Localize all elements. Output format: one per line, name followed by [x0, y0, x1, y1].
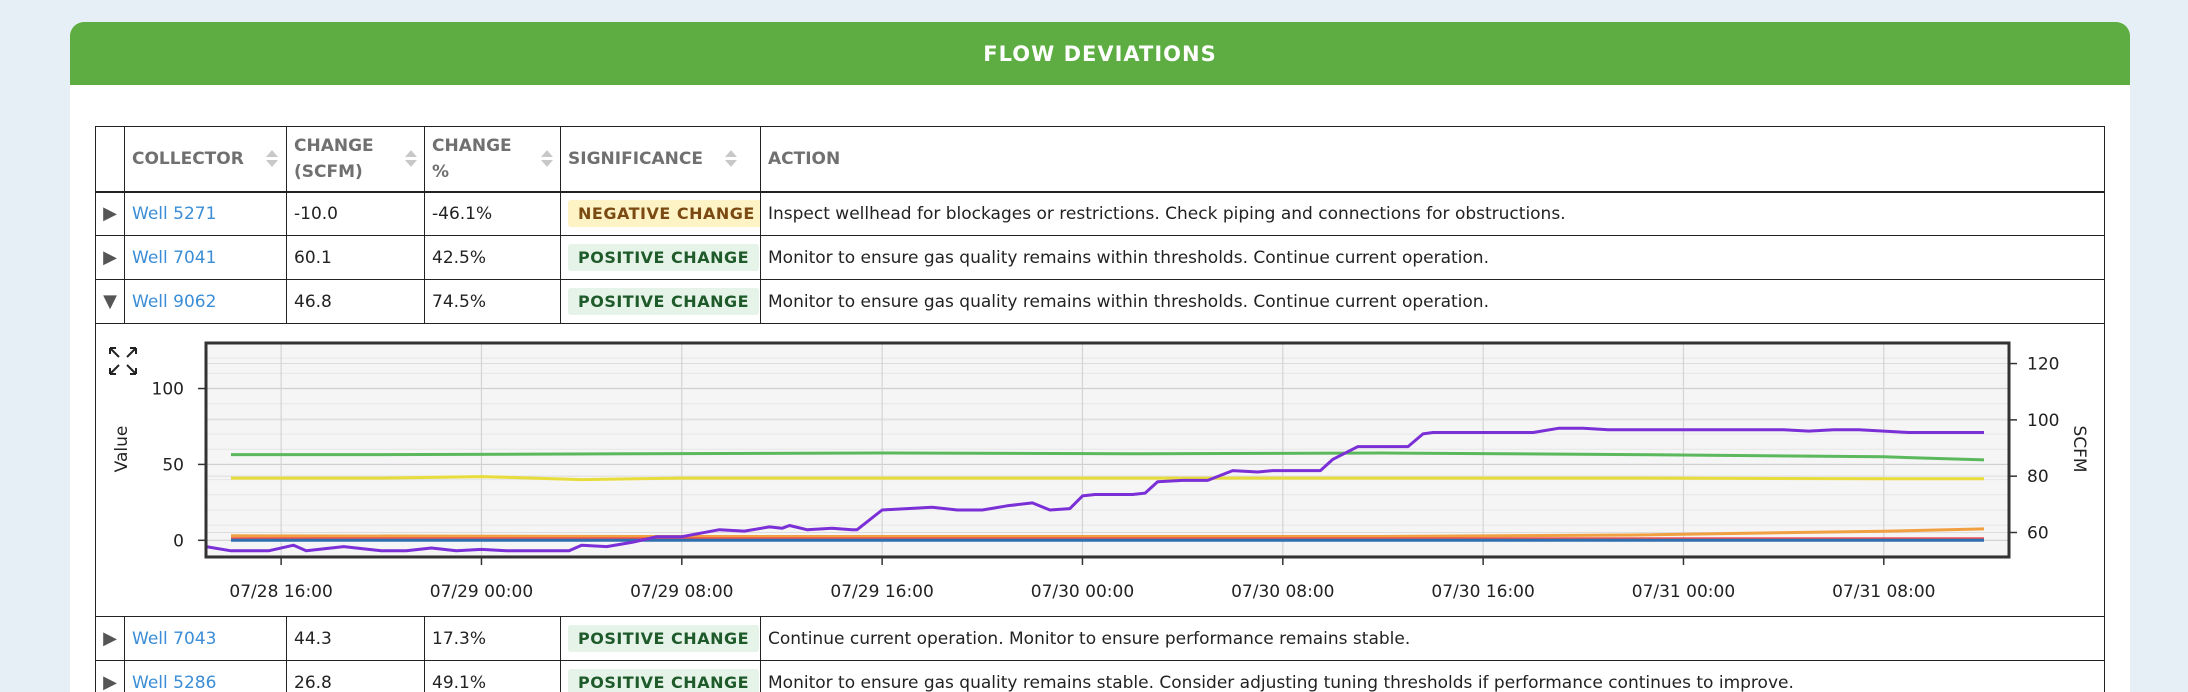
y-tick-label-left: 50: [162, 455, 184, 475]
x-tick-label: 07/30 08:00: [1231, 582, 1334, 602]
expanded-chart-row: 0 50 100 60 80 100 120 07/28 16:00 07/29 00:00…: [95, 323, 2105, 617]
well-link[interactable]: Well 7041: [132, 247, 217, 268]
x-tick-label: 07/29 00:00: [430, 582, 533, 602]
deviations-table: COLLECTOR CHANGE (SCFM) CHANGE % SIGNIFI…: [95, 126, 2105, 692]
series-line-1: [231, 451, 1985, 462]
y-axis-left: 0 50 100: [152, 380, 206, 551]
change-pct-cell: 42.5%: [424, 235, 561, 280]
x-tick-label: 07/28 16:00: [229, 582, 332, 602]
table-row: ▶ Well 7041 60.1 42.5% POSITIVE CHANGE M…: [95, 235, 2105, 280]
collector-cell: Well 5271: [124, 191, 287, 236]
change-scfm-cell: 44.3: [286, 616, 425, 661]
collector-cell: Well 7043: [124, 616, 287, 661]
table-row: ▼ Well 9062 46.8 74.5% POSITIVE CHANGE M…: [95, 279, 2105, 324]
header-collector-label: COLLECTOR: [132, 148, 244, 169]
series-line-6: [205, 426, 1984, 553]
sort-arrows-icon[interactable]: [541, 150, 553, 168]
caret-right-icon[interactable]: ▶: [95, 191, 125, 236]
change-scfm-cell: 26.8: [286, 660, 425, 692]
table-row: ▶ Well 7043 44.3 17.3% POSITIVE CHANGE C…: [95, 616, 2105, 661]
sort-arrows-icon[interactable]: [724, 150, 737, 168]
change-scfm-cell: 46.8: [286, 279, 425, 324]
action-cell: Monitor to ensure gas quality remains wi…: [760, 279, 2105, 324]
significance-cell: POSITIVE CHANGE: [560, 279, 761, 324]
change-scfm-cell: -10.0: [286, 191, 425, 236]
y-tick-label-right: 100: [2027, 411, 2059, 431]
change-scfm-cell: 60.1: [286, 235, 425, 280]
x-axis: 07/28 16:00 07/29 00:00 07/29 08:00 07/29 1…: [229, 557, 1935, 602]
significance-cell: POSITIVE CHANGE: [560, 660, 761, 692]
flow-chart: 0 50 100 60 80 100 120 07/28 16:00 07/29 00:00…: [109, 341, 2089, 602]
y-axis-right: 60 80 100 120: [2009, 355, 2059, 544]
header-action: ACTION: [760, 126, 2105, 193]
sort-arrows-icon[interactable]: [265, 150, 278, 168]
well-link[interactable]: Well 7043: [132, 628, 217, 649]
header-change-pct[interactable]: CHANGE %: [424, 126, 561, 193]
action-cell: Continue current operation. Monitor to e…: [760, 616, 2105, 661]
change-pct-cell: 17.3%: [424, 616, 561, 661]
significance-cell: POSITIVE CHANGE: [560, 235, 761, 280]
caret-right-icon[interactable]: ▶: [95, 660, 125, 692]
well-link[interactable]: Well 9062: [132, 291, 217, 312]
well-link[interactable]: Well 5271: [132, 203, 217, 224]
series-line-3: [230, 527, 1985, 538]
status-badge: POSITIVE CHANGE: [568, 625, 760, 652]
y-tick-label-left: 0: [173, 531, 184, 551]
header-change-scfm[interactable]: CHANGE (SCFM): [286, 126, 425, 193]
status-badge: NEGATIVE CHANGE: [568, 200, 760, 228]
header-significance[interactable]: SIGNIFICANCE: [560, 126, 761, 193]
expand-arrows-icon[interactable]: [109, 347, 137, 375]
sort-arrows-icon[interactable]: [405, 150, 417, 168]
y-tick-label-right: 120: [2027, 355, 2059, 375]
plot-area: [206, 343, 2009, 557]
significance-cell: POSITIVE CHANGE: [560, 616, 761, 661]
chart-series: [205, 426, 1985, 553]
header-collector[interactable]: COLLECTOR: [124, 126, 287, 193]
flow-deviations-panel: FLOW DEVIATIONS COLLECTOR CHANGE (SCFM): [70, 22, 2130, 692]
header-significance-label: SIGNIFICANCE: [568, 148, 703, 169]
y-tick-label-left: 100: [152, 380, 184, 400]
change-pct-cell: 49.1%: [424, 660, 561, 692]
x-tick-label: 07/30 00:00: [1031, 582, 1134, 602]
collector-cell: Well 7041: [124, 235, 287, 280]
header-change-scfm-label: CHANGE (SCFM): [294, 135, 374, 182]
table-row: ▶ Well 5271 -10.0 -46.1% NEGATIVE CHANGE…: [95, 191, 2105, 236]
y-tick-label-right: 80: [2027, 467, 2049, 487]
action-cell: Inspect wellhead for blockages or restri…: [760, 191, 2105, 236]
change-pct-cell: -46.1%: [424, 191, 561, 236]
x-tick-label: 07/30 16:00: [1431, 582, 1534, 602]
plot-frame: [204, 341, 2011, 559]
series-line-2: [231, 475, 1984, 482]
header-change-pct-label: CHANGE %: [432, 135, 512, 182]
caret-right-icon[interactable]: ▶: [95, 235, 125, 280]
action-cell: Monitor to ensure gas quality remains wi…: [760, 235, 2105, 280]
y-axis-label-left: Value: [112, 426, 132, 473]
change-pct-cell: 74.5%: [424, 279, 561, 324]
table-header-row: COLLECTOR CHANGE (SCFM) CHANGE % SIGNIFI…: [95, 126, 2105, 193]
action-cell: Monitor to ensure gas quality remains st…: [760, 660, 2105, 692]
x-tick-label: 07/29 16:00: [830, 582, 933, 602]
x-tick-label: 07/31 08:00: [1832, 582, 1935, 602]
status-badge: POSITIVE CHANGE: [568, 669, 760, 692]
well-link[interactable]: Well 5286: [132, 672, 217, 692]
status-badge: POSITIVE CHANGE: [568, 288, 760, 315]
collector-cell: Well 5286: [124, 660, 287, 692]
x-tick-label: 07/29 08:00: [630, 582, 733, 602]
y-axis-label-right: SCFM: [2069, 425, 2089, 472]
header-action-label: ACTION: [768, 148, 841, 169]
x-tick-label: 07/31 00:00: [1632, 582, 1735, 602]
chart-cell: 0 50 100 60 80 100 120 07/28 16:00 07/29 00:00…: [95, 323, 2105, 617]
caret-right-icon[interactable]: ▶: [95, 616, 125, 661]
panel-title: FLOW DEVIATIONS: [70, 22, 2130, 85]
deviations-table-wrapper: COLLECTOR CHANGE (SCFM) CHANGE % SIGNIFI…: [95, 126, 2105, 692]
y-tick-label-right: 60: [2027, 524, 2049, 544]
collector-cell: Well 9062: [124, 279, 287, 324]
status-badge: POSITIVE CHANGE: [568, 244, 760, 271]
significance-cell: NEGATIVE CHANGE: [560, 191, 761, 236]
header-toggle: [95, 126, 125, 193]
caret-down-icon[interactable]: ▼: [95, 279, 125, 324]
table-row: ▶ Well 5286 26.8 49.1% POSITIVE CHANGE M…: [95, 660, 2105, 692]
